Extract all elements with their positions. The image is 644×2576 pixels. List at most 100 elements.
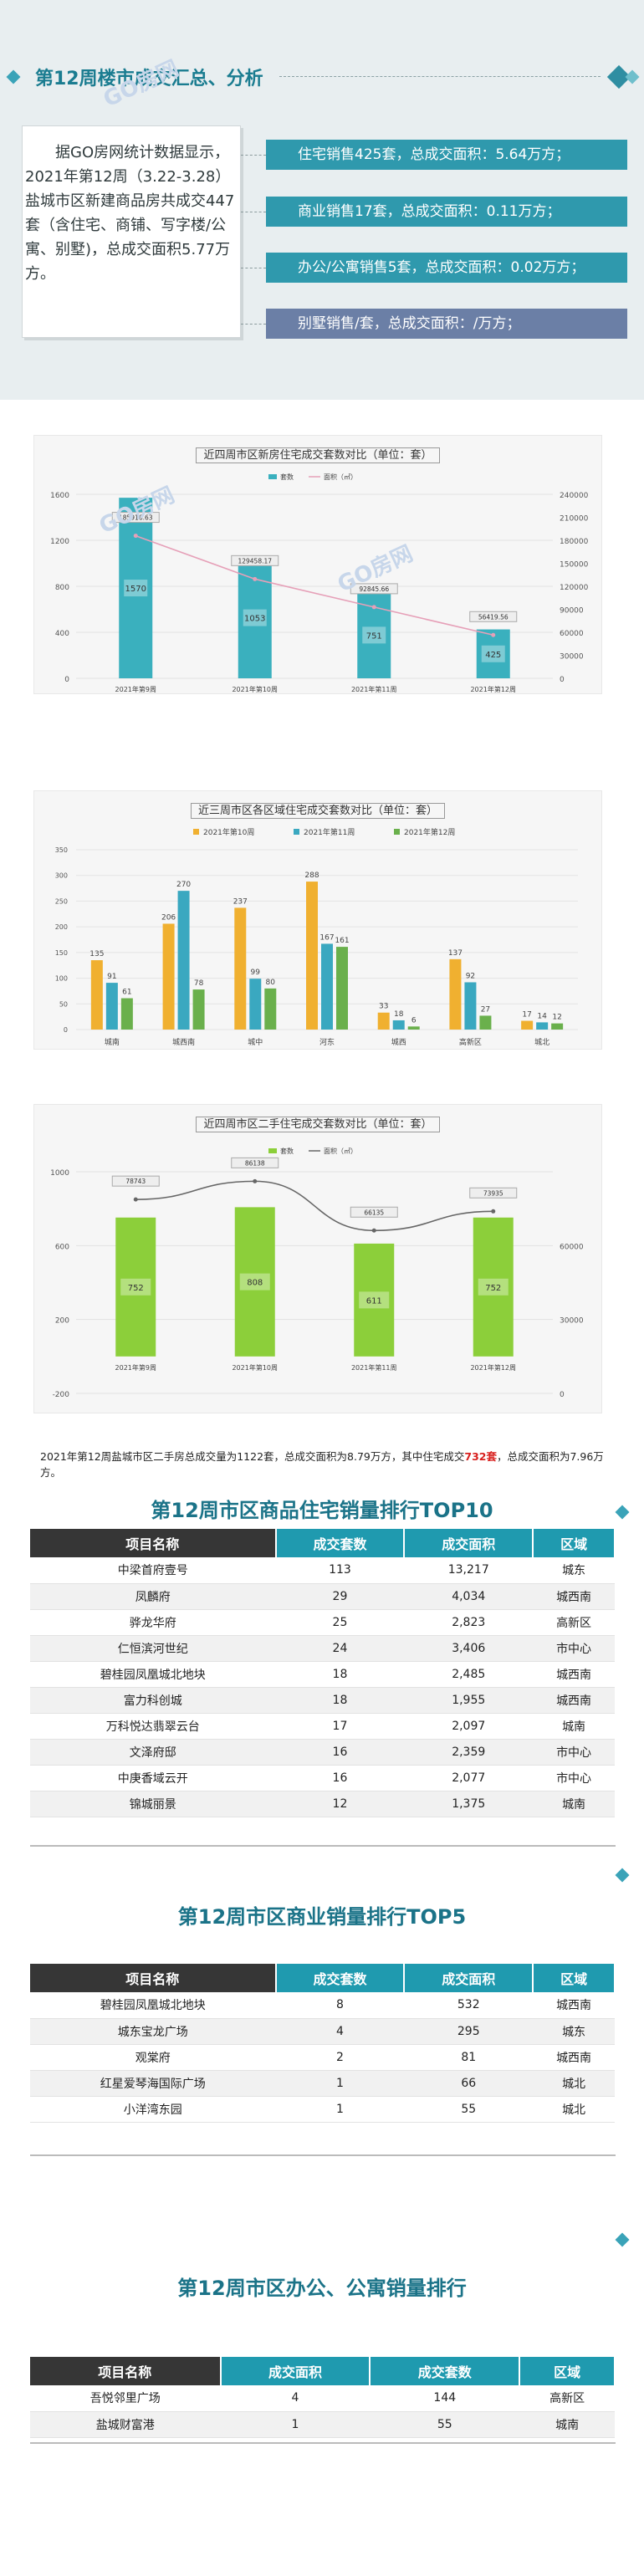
table-cell: 1 — [275, 2070, 405, 2097]
office-table-title: 第12周市区办公、公寓销量排行 — [177, 2277, 467, 2300]
table-cell: 仁恒滨河世纪 — [30, 1635, 276, 1662]
x-tick-label: 城南 — [105, 1037, 120, 1047]
office-ranking-table: 项目名称 成交面积 成交套数 区域 吾悦邻里广场 4 144 高新区 盐城财富港 1 55 城南 — [30, 2357, 616, 2438]
table-cell: 8 — [275, 1992, 405, 2019]
x-tick-label: 河东 — [319, 1037, 335, 1047]
table-cell: 盐城财富港 — [30, 2411, 221, 2438]
table-row: 凤麟府 29 4,034 城西南 — [30, 1583, 615, 1610]
table-cell: 55 — [404, 2096, 534, 2123]
x-tick-label: 2021年第12周 — [470, 1363, 516, 1372]
area-point — [371, 1228, 376, 1233]
table-header-cell: 项目名称 — [30, 1964, 277, 1992]
table-cell: 24 — [275, 1635, 405, 1662]
table-cell: 2 — [275, 2044, 405, 2071]
table-row: 碧桂园凤凰城北地块 18 2,485 城西南 — [30, 1661, 615, 1688]
legend-swatch — [193, 829, 199, 835]
y2-tick-label: 90000 — [560, 607, 584, 616]
table-cell: 4 — [220, 2385, 371, 2412]
bar-value-label: 91 — [107, 973, 116, 981]
x-tick-label: 2021年第10周 — [232, 1363, 278, 1372]
y2-tick-label: 60000 — [560, 630, 584, 638]
bar-value-label: 80 — [266, 979, 276, 987]
intro-text: 据GO房网统计数据显示，2021年第12周（3.22-3.28）盐城市区新建商品… — [25, 144, 235, 283]
table-row: 红星爱琴海国际广场 1 66 城北 — [30, 2070, 615, 2097]
x-tick-label: 2021年第9周 — [115, 685, 156, 693]
table-cell: 17 — [275, 1713, 405, 1740]
bar-value-label: 161 — [335, 937, 349, 945]
table-cell: 城西南 — [533, 1583, 615, 1610]
table-row: 文泽府邸 16 2,359 市中心 — [30, 1739, 615, 1766]
bar — [105, 983, 118, 1030]
table-cell: 万科悦达翡翠云台 — [30, 1713, 276, 1740]
x-tick-label: 城中 — [248, 1037, 263, 1047]
table-cell: 碧桂园凤凰城北地块 — [30, 1992, 276, 2019]
table-row: 富力科创城 18 1,955 城西南 — [30, 1687, 615, 1714]
bar — [120, 998, 133, 1030]
table-row: 盐城财富港 1 55 城南 — [30, 2411, 615, 2438]
table-header-cell: 区域 — [533, 1964, 616, 1992]
bar-label-bg — [359, 1291, 390, 1309]
table-cell: 骅龙华府 — [30, 1609, 276, 1636]
area-label-box — [350, 1206, 398, 1218]
legend-label: 面积（㎡） — [324, 1147, 357, 1155]
summary-section: 第12周楼市成交汇总、分析 据GO房网统计数据显示，2021年第12周（3.22… — [0, 0, 644, 400]
second-hand-note: 2021年第12周盐城市区二手房总成交量为1122套，总成交面积为8.79万方，… — [40, 1450, 604, 1479]
table-cell: 2,097 — [404, 1713, 534, 1740]
table-cell: 城东 — [533, 2018, 615, 2045]
table-cell: 富力科创城 — [30, 1687, 276, 1714]
table-bottom-rule — [30, 2442, 616, 2444]
area-label-box — [231, 555, 279, 566]
table-cell: 81 — [404, 2044, 534, 2071]
bar — [234, 1207, 275, 1357]
table-cell: 锦城丽景 — [30, 1791, 276, 1817]
table-cell: 城北 — [533, 2096, 615, 2123]
bar-value-label: 1570 — [125, 585, 146, 594]
table-row: 吾悦邻里广场 4 144 高新区 — [30, 2385, 615, 2412]
table-cell: 18 — [275, 1687, 405, 1714]
area-label-box — [469, 611, 518, 622]
x-tick-label: 城西南 — [172, 1037, 195, 1047]
table-cell: 中梁首府壹号 — [30, 1557, 276, 1584]
summary-pill-commercial: 商业销售17套，总成交面积：0.11万方； — [266, 197, 627, 227]
table-cell: 城东宝龙广场 — [30, 2018, 276, 2045]
area-point — [133, 1197, 138, 1202]
y-tick-label: 150 — [55, 949, 68, 957]
table-header-cell: 成交面积 — [404, 1529, 534, 1557]
area-value-label: 129458.17 — [238, 557, 272, 565]
bar — [264, 988, 277, 1030]
table-cell: 113 — [275, 1557, 405, 1584]
table-header-cell: 成交套数 — [370, 2357, 521, 2385]
legend-label: 套数 — [280, 1147, 294, 1155]
chart-title: 近三周市区各区域住宅成交套数对比（单位：套） — [190, 803, 445, 819]
table-bottom-rule — [30, 1845, 616, 1847]
y-tick-label: 600 — [55, 1243, 69, 1251]
y2-tick-label: 0 — [560, 1391, 565, 1399]
bar-value-label: 808 — [247, 1279, 263, 1288]
table-header-cell: 成交套数 — [275, 1529, 406, 1557]
table-cell: 城西南 — [533, 1687, 615, 1714]
y-tick-label: -200 — [53, 1391, 70, 1399]
table-cell: 1,375 — [404, 1791, 534, 1817]
table-cell: 城西南 — [533, 1661, 615, 1688]
legend-swatch — [394, 829, 400, 835]
table-cell: 16 — [275, 1765, 405, 1791]
bar-value-label: 27 — [481, 1005, 490, 1014]
bar-label-bg — [124, 580, 148, 597]
table-cell: 2,077 — [404, 1765, 534, 1791]
bar — [449, 958, 462, 1030]
chart-svg: 0 50 100 150 200 250 300 350 135 91 61 城南 206 270 78 城西… — [55, 827, 578, 1047]
table-cell: 144 — [370, 2385, 520, 2412]
bar — [536, 1022, 549, 1030]
table-cell: 城西南 — [533, 1992, 615, 2019]
y2-tick-label: 210000 — [560, 515, 589, 524]
area-value-label: 66135 — [364, 1209, 384, 1216]
y-tick-label: 350 — [55, 846, 68, 854]
table-cell: 4,034 — [404, 1583, 534, 1610]
table-cell: 4 — [275, 2018, 405, 2045]
x-tick-label: 2021年第11周 — [351, 1363, 397, 1372]
area-value-label: 56419.56 — [478, 613, 509, 621]
table-cell: 中庚香域云开 — [30, 1765, 276, 1791]
bar-value-label: 237 — [233, 897, 248, 906]
table-header-cell: 成交面积 — [404, 1964, 534, 1992]
table-cell: 2,359 — [404, 1739, 534, 1766]
